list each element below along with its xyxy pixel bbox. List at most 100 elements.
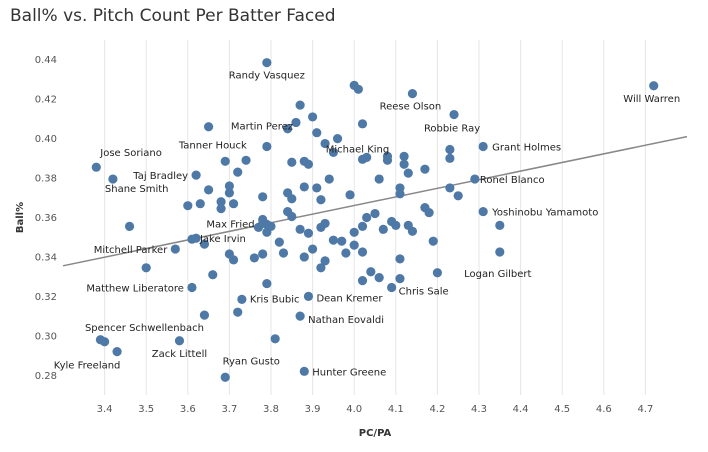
data-point xyxy=(274,237,284,247)
data-point xyxy=(195,199,205,209)
labeled-data-point xyxy=(220,372,230,382)
x-tick-label: 4.5 xyxy=(554,404,570,415)
data-point xyxy=(320,218,330,229)
labeled-data-point xyxy=(303,291,314,301)
y-tick-label: 0.38 xyxy=(35,174,57,185)
point-label: Zack Littell xyxy=(152,349,207,360)
data-point xyxy=(233,167,243,177)
x-tick-label: 4.0 xyxy=(346,404,362,415)
point-label: Hunter Greene xyxy=(312,367,386,378)
x-axis-ticks: 3.4 3.5 3.6 3.7 3.8 3.9 4.0 4.1 4.2 4.3 4.4 4.5 4.6 4… xyxy=(97,404,654,415)
trend-line-group xyxy=(62,135,688,267)
x-tick-label: 3.4 xyxy=(97,404,113,415)
data-point xyxy=(445,153,455,163)
data-point xyxy=(199,239,210,249)
data-point xyxy=(295,100,305,110)
data-point xyxy=(495,220,505,230)
labeled-data-point xyxy=(449,109,459,120)
labeled-data-point xyxy=(187,234,197,244)
y-tick-label: 0.30 xyxy=(35,331,57,342)
labeled-data-point xyxy=(470,174,480,184)
point-label: Spencer Schwellenbach xyxy=(85,323,204,334)
data-point xyxy=(332,134,343,144)
x-tick-label: 3.8 xyxy=(263,404,279,415)
data-point xyxy=(299,182,309,192)
labeled-data-point xyxy=(295,311,305,321)
data-point xyxy=(308,244,318,254)
point-label: Mitchell Parker xyxy=(94,245,168,256)
data-point xyxy=(220,156,230,166)
data-point xyxy=(316,263,326,273)
data-point xyxy=(445,144,455,155)
labeled-data-point xyxy=(191,170,201,180)
data-point xyxy=(287,194,297,204)
data-point xyxy=(224,188,234,198)
data-point xyxy=(349,227,359,237)
x-tick-label: 4.1 xyxy=(388,404,404,415)
labeled-data-point xyxy=(382,151,393,161)
data-point xyxy=(353,84,363,94)
data-point xyxy=(357,247,368,257)
data-point xyxy=(337,236,347,246)
data-point xyxy=(216,197,226,207)
data-point xyxy=(420,164,430,174)
data-point xyxy=(303,228,314,238)
data-point xyxy=(141,263,151,273)
data-point xyxy=(357,221,368,231)
data-point xyxy=(320,138,330,149)
data-point xyxy=(295,224,305,234)
data-point xyxy=(328,235,338,245)
data-point xyxy=(249,253,259,263)
point-label: Yoshinobu Yamamoto xyxy=(491,208,598,219)
labeled-data-point xyxy=(199,310,210,320)
data-point xyxy=(362,152,372,162)
data-point xyxy=(399,151,409,161)
data-point xyxy=(224,181,234,191)
labeled-data-point xyxy=(291,117,301,128)
data-point xyxy=(399,159,409,169)
data-point xyxy=(233,307,243,317)
point-labels: Randy Vasquez Will Warren Reese Olson Marti… xyxy=(54,71,680,379)
labeled-data-point xyxy=(170,244,180,254)
data-point xyxy=(258,249,268,259)
data-point xyxy=(303,159,314,169)
data-point xyxy=(308,112,318,122)
point-label: Logan Gilbert xyxy=(464,269,531,280)
point-label: Tanner Houck xyxy=(178,141,247,152)
point-label: Jake Irvin xyxy=(199,234,246,245)
data-point xyxy=(204,185,214,195)
y-tick-label: 0.32 xyxy=(35,292,57,303)
labeled-data-point xyxy=(387,282,397,293)
x-tick-label: 4.7 xyxy=(637,404,653,415)
y-tick-label: 0.36 xyxy=(35,213,57,224)
point-label: Shane Smith xyxy=(105,184,169,195)
point-label: Michael King xyxy=(326,144,390,155)
data-point xyxy=(328,147,338,158)
labeled-data-point xyxy=(649,81,659,91)
point-label: Max Fried xyxy=(206,219,254,230)
y-tick-label: 0.40 xyxy=(35,134,57,145)
y-axis-ticks: 0.28 0.30 0.32 0.34 0.36 0.38 0.40 0.42 0.44 xyxy=(35,55,57,382)
labeled-data-point xyxy=(478,206,488,217)
x-tick-label: 3.7 xyxy=(221,404,237,415)
labeled-data-point xyxy=(258,218,268,229)
point-label: Kyle Freeland xyxy=(54,361,121,372)
point-label: Martin Perez xyxy=(231,121,293,132)
data-point xyxy=(320,256,330,266)
data-point xyxy=(445,183,455,193)
x-tick-label: 4.3 xyxy=(471,404,487,415)
y-tick-label: 0.44 xyxy=(35,55,57,66)
data-point xyxy=(453,191,463,201)
x-tick-label: 4.4 xyxy=(513,404,529,415)
data-point xyxy=(312,128,322,138)
point-label: Taj Bradley xyxy=(132,171,188,182)
point-label: Jose Soriano xyxy=(99,148,162,159)
labeled-data-point xyxy=(478,141,488,152)
data-point xyxy=(299,252,309,262)
labeled-data-point xyxy=(262,141,272,152)
data-point xyxy=(204,122,214,132)
data-point xyxy=(324,174,334,184)
data-points xyxy=(91,58,659,382)
data-point xyxy=(374,174,384,184)
y-tick-label: 0.28 xyxy=(35,371,57,382)
